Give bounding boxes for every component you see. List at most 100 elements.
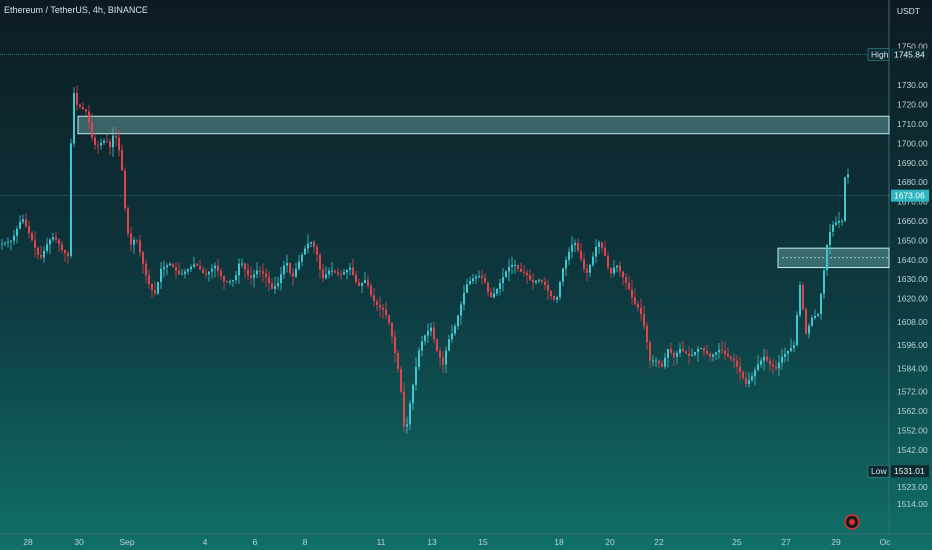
candle-body [469, 281, 471, 285]
candle-body [409, 403, 411, 425]
candle-body [832, 224, 834, 232]
candle-body [121, 150, 123, 171]
candle-body [190, 266, 192, 270]
candle-body [742, 372, 744, 379]
time-tick-label: 27 [781, 537, 791, 547]
candle-body [574, 242, 576, 245]
candle-body [382, 307, 384, 310]
candle-body [829, 231, 831, 245]
candle-body [430, 327, 432, 332]
candle-body [502, 277, 504, 284]
time-tick-label: 20 [605, 537, 615, 547]
candle-body [13, 235, 15, 241]
candle-body [268, 277, 270, 284]
candle-body [37, 247, 39, 255]
candle-body [235, 275, 237, 280]
candle-body [589, 264, 591, 273]
candle-body [520, 268, 522, 272]
candle-body [703, 348, 705, 351]
candle-body [271, 283, 273, 289]
candle-body [1, 243, 3, 245]
candle-body [838, 221, 840, 223]
candle-body [757, 364, 759, 371]
candle-body [508, 266, 510, 272]
candle-body [613, 267, 615, 274]
candle-body [265, 273, 267, 278]
candle-body [91, 122, 93, 138]
candle-body [163, 267, 165, 269]
candle-body [343, 272, 345, 275]
candle-body [406, 424, 408, 427]
candle-body [826, 244, 828, 271]
candle-body [169, 263, 171, 266]
candle-body [289, 263, 291, 273]
time-axis: 28 30 Sep 4 6 8 11 13 15 18 20 22 25 27 29 Oc [23, 537, 891, 547]
price-tick-label: 1572.00 [897, 387, 928, 397]
candle-body [505, 271, 507, 278]
time-tick-label: 4 [203, 537, 208, 547]
candle-body [124, 170, 126, 209]
candle-body [253, 274, 255, 278]
candle-body [76, 92, 78, 105]
candle-body [145, 263, 147, 276]
candle-body [115, 135, 117, 138]
candle-body [784, 353, 786, 357]
time-tick-label: Oc [880, 537, 892, 547]
candle-body [313, 242, 315, 247]
candle-body [535, 280, 537, 283]
candle-body [790, 348, 792, 351]
candle-body [229, 281, 231, 283]
candle-body [751, 376, 753, 381]
candle-body [454, 326, 456, 334]
candle-body [532, 279, 534, 283]
candles [1, 85, 849, 434]
candle-body [67, 253, 69, 256]
candle-body [646, 325, 648, 343]
candle-body [247, 269, 249, 276]
low-value: 1531.01 [894, 466, 925, 476]
candle-body [379, 305, 381, 308]
candle-body [142, 252, 144, 264]
candle-body [583, 259, 585, 269]
candle-body [97, 144, 99, 146]
candle-body [112, 135, 114, 148]
logo-icon [844, 514, 860, 530]
candle-body [202, 269, 204, 273]
candle-body [478, 275, 480, 277]
zone-box [77, 115, 890, 135]
candle-body [538, 279, 540, 281]
time-tick-label: 6 [253, 537, 258, 547]
candle-body [217, 265, 219, 271]
price-tick-label: 1650.00 [897, 235, 928, 245]
candle-body [700, 348, 702, 350]
candle-body [787, 350, 789, 354]
candle-body [88, 111, 90, 123]
candle-body [256, 270, 258, 275]
candle-body [823, 270, 825, 294]
candle-body [7, 241, 9, 243]
candle-body [547, 285, 549, 291]
candle-body [298, 261, 300, 269]
candle-body [556, 297, 558, 300]
candle-body [808, 325, 810, 334]
time-tick-label: 13 [427, 537, 437, 547]
candle-body [721, 349, 723, 351]
high-label: High [871, 49, 889, 59]
candle-body [358, 282, 360, 286]
candle-body [280, 274, 282, 284]
price-tick-label: 1542.00 [897, 445, 928, 455]
candle-body [658, 360, 660, 364]
candle-body [28, 226, 30, 234]
candle-body [337, 272, 339, 275]
candle-body [412, 384, 414, 404]
candle-body [799, 285, 801, 316]
candle-body [553, 296, 555, 300]
candle-body [745, 378, 747, 384]
candle-body [475, 276, 477, 279]
last-price-value-box [891, 189, 929, 202]
candle-body [31, 233, 33, 241]
candle-body [442, 357, 444, 365]
zone-box [777, 247, 890, 269]
candle-body [361, 283, 363, 286]
